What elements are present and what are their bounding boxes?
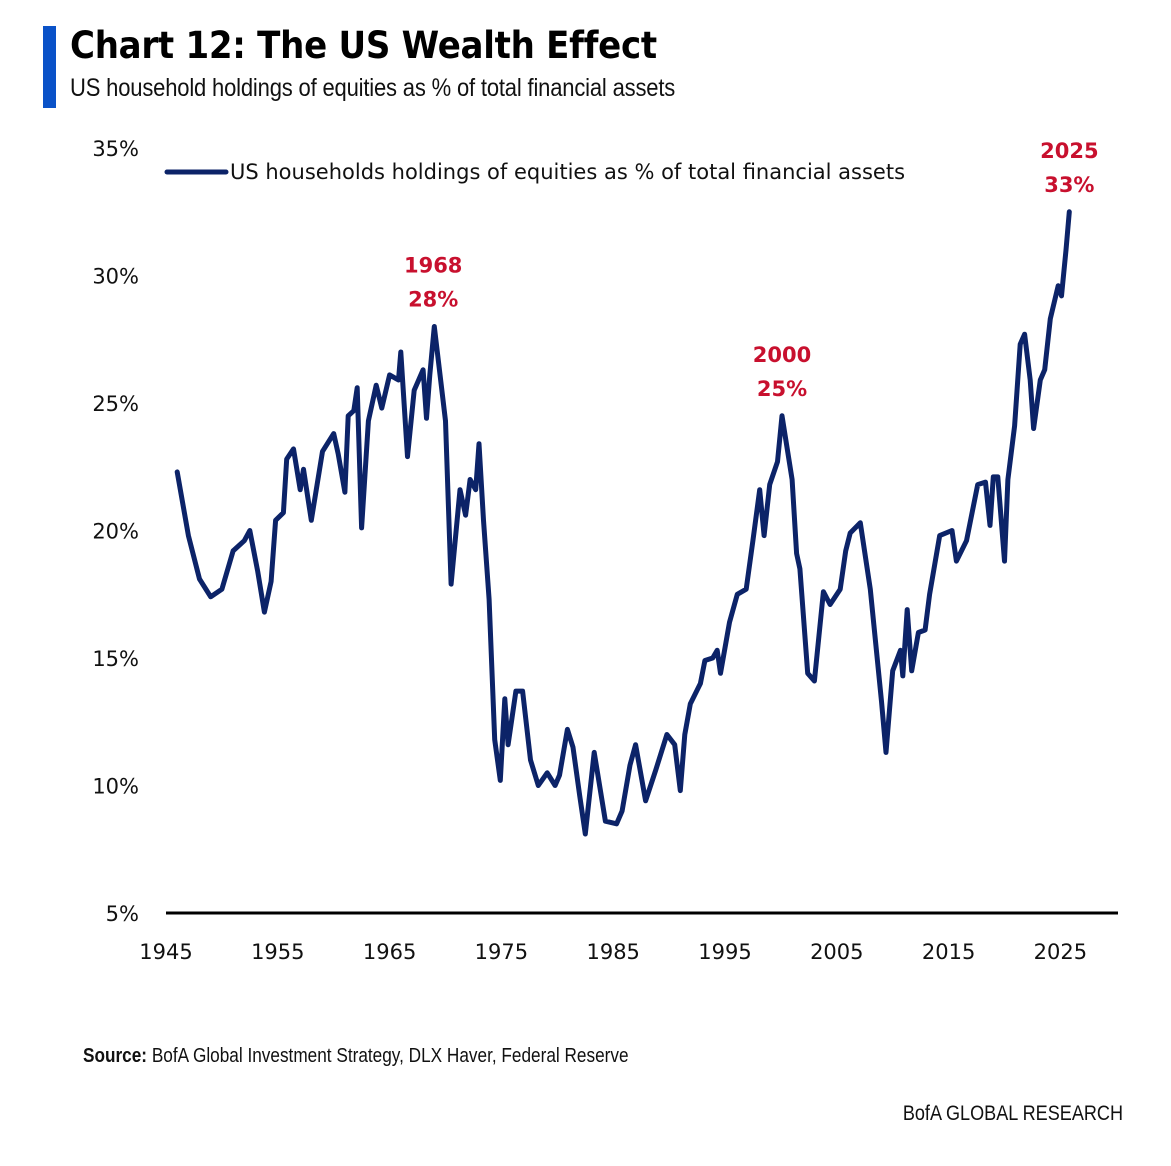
x-tick-label: 2025 — [1034, 940, 1087, 964]
y-tick-label: 15% — [92, 647, 139, 671]
x-tick-label: 1985 — [586, 940, 639, 964]
x-tick-label: 2005 — [810, 940, 863, 964]
annotation-year: 2025 — [1040, 139, 1098, 163]
source-label: Source: — [83, 1045, 148, 1067]
x-tick-label: 2015 — [922, 940, 975, 964]
annotation-value: 25% — [757, 377, 807, 401]
x-tick-label: 1975 — [475, 940, 528, 964]
y-tick-label: 35% — [92, 137, 139, 161]
annotation-year: 1968 — [404, 254, 462, 278]
chart-title: Chart 12: The US Wealth Effect — [70, 24, 657, 67]
brand-label: BofA GLOBAL RESEARCH — [902, 1102, 1123, 1125]
y-tick-label: 25% — [92, 392, 139, 416]
annotation-value: 28% — [408, 288, 458, 312]
x-axis-tick-labels: 1945 1955 1965 1975 1985 1995 2005 2015 2025 — [139, 940, 1087, 964]
chart-subtitle: US household holdings of equities as % o… — [70, 74, 676, 102]
legend-label: US households holdings of equities as % … — [230, 160, 905, 184]
title-accent-bar — [43, 26, 56, 108]
y-tick-label: 20% — [92, 520, 139, 544]
x-tick-label: 1945 — [139, 940, 192, 964]
x-tick-label: 1995 — [698, 940, 751, 964]
y-tick-label: 30% — [92, 265, 139, 289]
x-tick-label: 1955 — [251, 940, 304, 964]
y-tick-label: 10% — [92, 775, 139, 799]
legend: US households holdings of equities as % … — [164, 160, 905, 184]
source-note: Source: BofA Global Investment Strategy,… — [83, 1045, 629, 1068]
series-line — [174, 209, 1072, 837]
source-text: BofA Global Investment Strategy, DLX Hav… — [147, 1045, 629, 1067]
peak-annotations: 1968 28% 2000 25% 2025 33% — [404, 139, 1099, 401]
y-axis-tick-labels: 5% 10% 15% 20% 25% 30% 35% — [92, 137, 139, 926]
annotation-year: 2000 — [753, 343, 811, 367]
annotation-value: 33% — [1044, 173, 1094, 197]
x-tick-label: 1965 — [363, 940, 416, 964]
y-tick-label: 5% — [106, 902, 139, 926]
